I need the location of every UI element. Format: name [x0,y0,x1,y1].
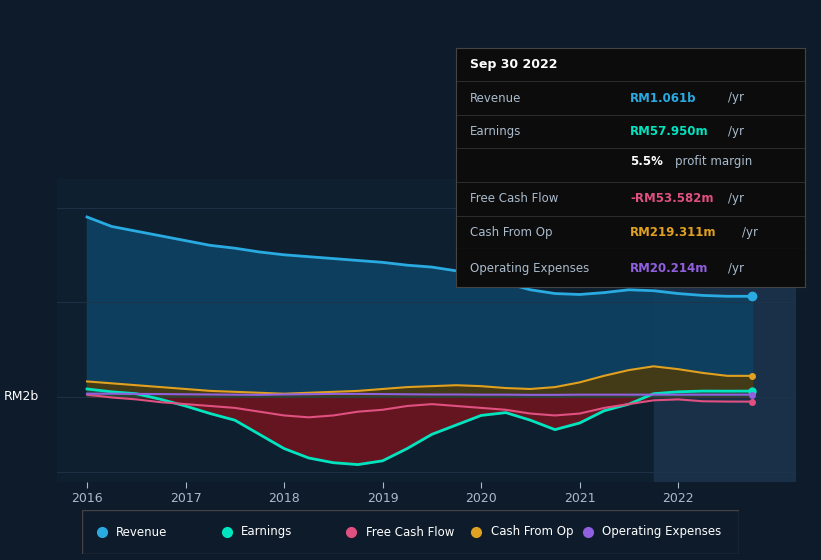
Bar [654,179,796,482]
Text: Free Cash Flow: Free Cash Flow [366,525,454,539]
Text: Free Cash Flow: Free Cash Flow [470,192,558,206]
Text: /yr: /yr [742,226,758,239]
Text: Earnings: Earnings [470,125,521,138]
Text: /yr: /yr [728,192,744,206]
Text: RM20.214m: RM20.214m [631,262,709,275]
Text: /yr: /yr [728,125,744,138]
Text: RM0: RM0 [0,559,1,560]
Text: profit margin: profit margin [676,155,753,169]
Text: -RM800m: -RM800m [0,559,1,560]
Text: Earnings: Earnings [241,525,292,539]
Text: Revenue: Revenue [470,91,521,105]
Text: RM2b: RM2b [4,390,39,403]
Text: 5.5%: 5.5% [631,155,663,169]
Text: Operating Expenses: Operating Expenses [470,262,589,275]
Text: /yr: /yr [728,91,744,105]
Text: Sep 30 2022: Sep 30 2022 [470,58,557,71]
Text: RM1.061b: RM1.061b [631,91,696,105]
Text: RM57.950m: RM57.950m [631,125,709,138]
Text: Cash From Op: Cash From Op [470,226,552,239]
Text: -RM53.582m: -RM53.582m [631,192,713,206]
Text: RM2b: RM2b [0,559,1,560]
Text: Cash From Op: Cash From Op [491,525,573,539]
Text: RM219.311m: RM219.311m [631,226,717,239]
Text: Revenue: Revenue [117,525,167,539]
Text: Operating Expenses: Operating Expenses [603,525,722,539]
Text: /yr: /yr [728,262,744,275]
